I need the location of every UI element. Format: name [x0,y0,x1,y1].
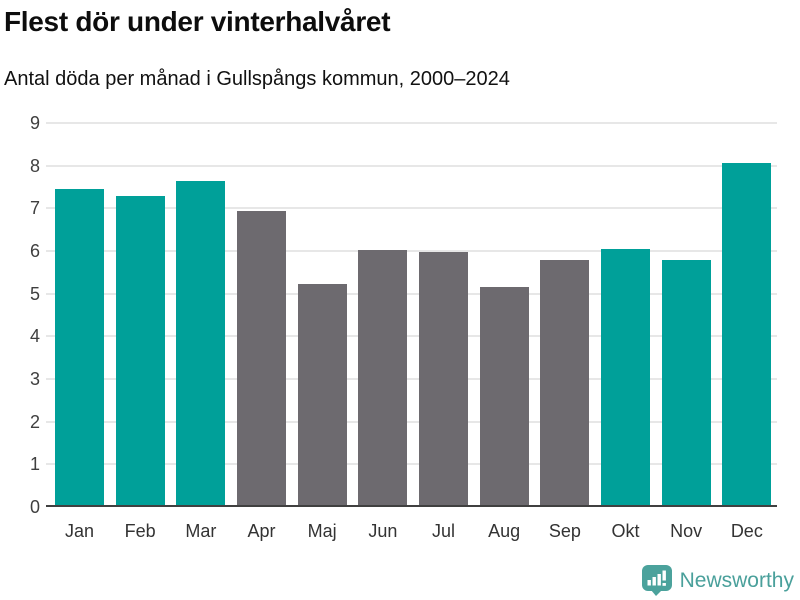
y-tick-label-8: 8 [29,155,40,176]
bar-mar [176,181,226,507]
bar-jul [419,252,468,507]
gridline-7 [46,207,777,210]
x-tick-label-jan: Jan [64,521,95,541]
x-tick-label-jul: Jul [431,521,455,541]
gridline-4 [46,335,777,338]
brand-name: Newsworthy [679,568,794,592]
brand-footer: Newsworthy [641,565,794,596]
bar-aug [479,286,529,507]
x-axis: Jan Feb Mar Apr Maj Jun Jul Aug Sep Okt Nov Dec [49,518,777,544]
bar-dec [722,162,772,507]
bar-apr [237,211,286,507]
y-tick-label-2: 2 [29,411,40,432]
chart-subtitle: Antal döda per månad i Gullspångs kommun… [4,68,510,90]
x-tick-label-feb: Feb [124,521,156,541]
gridline-8 [46,164,777,167]
bar-jun [358,250,408,507]
bar-nov [661,260,711,507]
x-tick-label-maj: Maj [307,521,337,541]
x-tick-label-sep: Sep [548,521,581,541]
x-tick-label-nov: Nov [670,521,703,541]
y-tick-label-9: 9 [29,113,40,133]
x-tick-label-dec: Dec [730,521,763,541]
bar-okt [601,248,650,507]
x-tick-label-mar: Mar [185,521,217,541]
bars-area [49,123,777,507]
y-tick-label-0: 0 [29,497,40,517]
gridline-1 [46,463,777,466]
bar-maj [297,284,347,507]
bar-sep [540,259,590,507]
gridlines [46,122,777,507]
bar-feb [115,196,165,507]
gridline-5 [46,292,777,295]
bar-jan [55,189,104,507]
newsworthy-logo-icon [641,565,672,596]
gridline-6 [46,250,777,252]
x-tick-label-aug: Aug [488,521,521,541]
y-tick-label-3: 3 [29,369,40,389]
x-tick-label-apr: Apr [247,521,276,541]
x-tick-label-okt: Okt [611,521,640,541]
y-axis: 0 1 2 3 4 5 6 7 8 9 [0,113,40,517]
gridline-3 [46,378,777,380]
gridline-9 [46,122,777,124]
x-tick-label-jun: Jun [368,521,398,541]
y-tick-label-1: 1 [29,454,40,475]
y-tick-label-6: 6 [29,241,40,261]
gridline-2 [46,420,777,423]
x-axis-line [46,505,777,507]
y-tick-label-7: 7 [29,198,40,219]
y-tick-label-4: 4 [29,326,40,347]
chart-title: Flest dör under vinterhalvåret [4,6,391,37]
y-tick-label-5: 5 [29,283,40,304]
